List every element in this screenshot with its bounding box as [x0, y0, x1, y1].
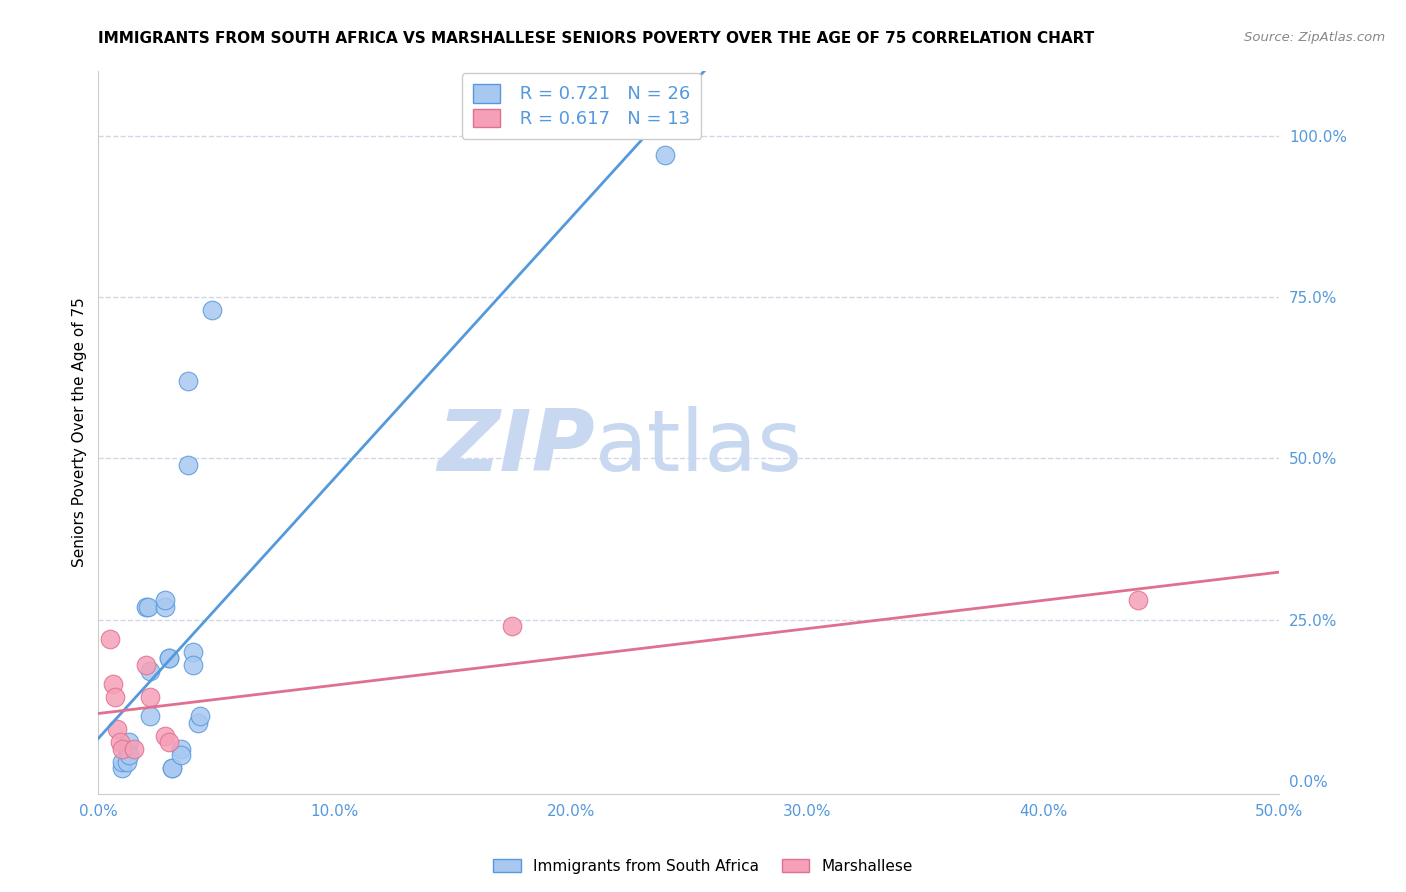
Point [118, 748, 141, 763]
Legend: Immigrants from South Africa, Marshallese: Immigrants from South Africa, Marshalles… [486, 853, 920, 880]
Y-axis label: Seniors Poverty Over the Age of 75: Seniors Poverty Over the Age of 75 [72, 298, 87, 567]
Point [111, 741, 134, 756]
Point [501, 619, 523, 633]
Point [118, 735, 141, 749]
Point [201, 303, 224, 318]
Point [157, 735, 180, 749]
Text: IMMIGRANTS FROM SOUTH AFRICA VS MARSHALLESE SENIORS POVERTY OVER THE AGE OF 75 C: IMMIGRANTS FROM SOUTH AFRICA VS MARSHALL… [98, 31, 1095, 46]
Legend:  R = 0.721   N = 26,  R = 0.617   N = 13: R = 0.721 N = 26, R = 0.617 N = 13 [461, 73, 702, 139]
Point [104, 690, 127, 705]
Point [157, 651, 180, 665]
Point [187, 715, 209, 730]
Point [1126, 593, 1149, 607]
Point [177, 374, 200, 388]
Point [105, 723, 128, 737]
Text: ZIP: ZIP [437, 406, 595, 489]
Point [160, 761, 183, 775]
Point [108, 735, 131, 749]
Point [122, 741, 145, 756]
Point [654, 148, 676, 162]
Point [153, 599, 176, 614]
Point [170, 741, 193, 756]
Point [153, 729, 176, 743]
Point [139, 690, 162, 705]
Point [181, 657, 204, 672]
Point [136, 599, 159, 614]
Point [101, 677, 124, 691]
Point [170, 748, 193, 763]
Point [98, 632, 121, 646]
Point [139, 665, 162, 679]
Point [135, 599, 157, 614]
Point [139, 709, 162, 723]
Point [177, 458, 200, 472]
Point [115, 755, 138, 769]
Point [115, 741, 138, 756]
Point [181, 645, 204, 659]
Point [157, 651, 180, 665]
Point [111, 755, 134, 769]
Text: Source: ZipAtlas.com: Source: ZipAtlas.com [1244, 31, 1385, 45]
Point [111, 761, 134, 775]
Point [160, 761, 183, 775]
Text: atlas: atlas [595, 406, 803, 489]
Point [188, 709, 211, 723]
Point [153, 593, 176, 607]
Point [135, 657, 157, 672]
